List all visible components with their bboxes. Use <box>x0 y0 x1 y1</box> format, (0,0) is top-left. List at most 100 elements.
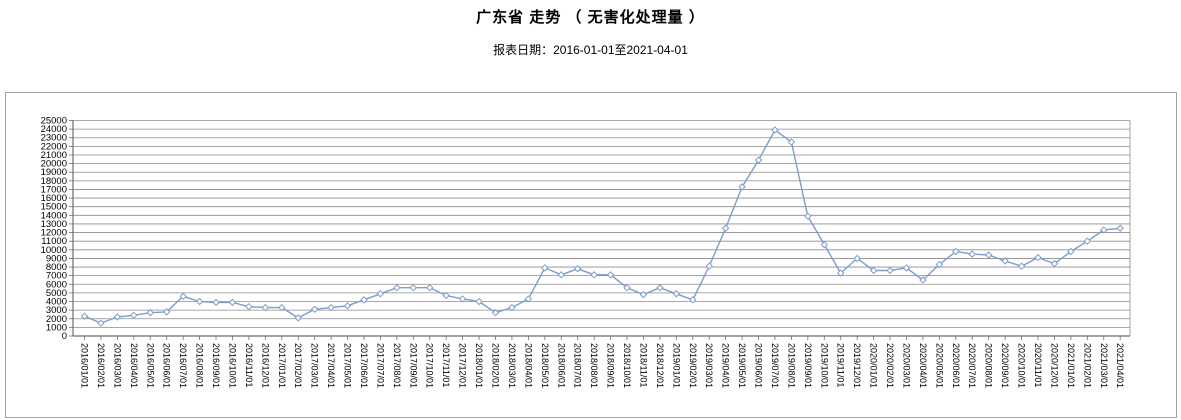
x-tick-label: 2016/02/01 <box>96 343 106 388</box>
x-tick-label: 2017/08/01 <box>392 343 402 388</box>
data-point-marker <box>902 264 911 272</box>
x-tick-label: 2019/03/01 <box>704 343 714 388</box>
data-point-marker <box>935 260 944 269</box>
y-tick-label: 13000 <box>41 219 67 230</box>
data-point-marker <box>1034 253 1042 262</box>
data-point-marker <box>820 240 828 249</box>
data-point-marker <box>639 290 648 299</box>
x-tick-label: 2017/05/01 <box>343 343 353 388</box>
data-point-marker <box>984 251 993 259</box>
data-point-marker <box>179 292 187 301</box>
data-point-marker <box>689 296 697 304</box>
data-point-marker <box>491 309 500 317</box>
x-tick-label: 2016/05/01 <box>145 343 155 388</box>
x-tick-label: 2020/06/01 <box>951 343 961 388</box>
x-tick-label: 2017/04/01 <box>326 343 336 388</box>
x-tick-label: 2016/12/01 <box>260 343 270 388</box>
y-tick-label: 6000 <box>46 279 67 290</box>
y-tick-label: 7000 <box>46 271 67 282</box>
data-point-marker <box>245 302 253 311</box>
data-point-marker <box>393 284 401 292</box>
data-point-marker <box>869 266 878 275</box>
data-point-marker <box>327 303 335 312</box>
y-tick-label: 23000 <box>41 133 67 144</box>
data-point-marker <box>458 295 467 303</box>
y-tick-label: 3000 <box>46 305 67 316</box>
data-point-marker <box>968 250 976 258</box>
data-point-marker <box>343 302 352 310</box>
data-point-marker <box>80 312 89 320</box>
x-tick-label: 2017/06/01 <box>359 343 369 388</box>
x-tick-label: 2020/05/01 <box>934 343 944 388</box>
series-line <box>84 129 1121 324</box>
x-tick-label: 2021/03/01 <box>1099 343 1109 388</box>
chart-title: 广东省 走势 （ 无害化处理量 ） <box>476 9 705 26</box>
data-point-marker <box>886 266 894 275</box>
data-point-marker <box>261 303 270 312</box>
y-tick-label: 12000 <box>41 228 67 239</box>
x-tick-label: 2018/08/01 <box>589 343 599 388</box>
data-point-marker <box>524 295 533 303</box>
data-point-marker <box>1017 262 1026 270</box>
x-tick-label: 2017/07/01 <box>375 343 385 388</box>
x-tick-label: 2019/10/01 <box>819 343 829 388</box>
data-point-marker <box>754 156 763 164</box>
data-point-marker <box>1067 247 1075 256</box>
data-point-marker <box>771 126 779 134</box>
y-tick-label: 18000 <box>41 176 67 187</box>
y-tick-label: 22000 <box>41 141 67 152</box>
data-point-marker <box>442 291 450 300</box>
x-tick-label: 2018/12/01 <box>655 343 665 388</box>
x-tick-label: 2019/09/01 <box>803 343 813 388</box>
x-tick-label: 2016/11/01 <box>244 343 254 387</box>
data-point-marker <box>228 298 237 307</box>
data-point-marker <box>721 224 730 232</box>
data-point-marker <box>672 290 681 298</box>
x-tick-label: 2018/03/01 <box>507 343 517 388</box>
y-tick-label: 11000 <box>41 236 67 247</box>
y-tick-label: 21000 <box>41 150 67 161</box>
data-point-marker <box>278 303 286 312</box>
x-tick-label: 2016/01/01 <box>80 343 90 388</box>
x-tick-label: 2021/04/01 <box>1115 343 1125 388</box>
data-point-marker <box>606 271 615 279</box>
x-tick-label: 2016/10/01 <box>227 343 237 388</box>
x-tick-label: 2019/08/01 <box>786 343 796 388</box>
x-tick-label: 2019/06/01 <box>754 343 764 388</box>
y-tick-label: 2000 <box>46 314 67 325</box>
x-tick-label: 2018/10/01 <box>622 343 632 388</box>
data-point-marker <box>146 309 154 317</box>
x-tick-label: 2020/09/01 <box>1000 343 1010 388</box>
data-point-marker <box>837 269 845 277</box>
data-point-marker <box>162 308 171 316</box>
x-tick-label: 2018/04/01 <box>523 343 533 388</box>
x-tick-label: 2017/12/01 <box>458 343 468 388</box>
data-point-marker <box>113 313 122 321</box>
data-point-marker <box>212 298 220 307</box>
chart-subtitle: 报表日期：2016-01-01至2021-04-01 <box>493 43 688 57</box>
x-tick-label: 2019/05/01 <box>737 343 747 388</box>
y-tick-label: 20000 <box>41 159 67 170</box>
y-tick-label: 15000 <box>41 202 67 213</box>
chart-outer-border <box>5 92 1177 418</box>
x-tick-label: 2019/07/01 <box>770 343 780 388</box>
y-tick-label: 19000 <box>41 167 67 178</box>
x-tick-label: 2019/11/01 <box>836 343 846 387</box>
x-tick-label: 2017/09/01 <box>408 343 418 388</box>
x-tick-label: 2017/03/01 <box>310 343 320 388</box>
y-tick-label: 14000 <box>41 210 67 221</box>
data-point-marker <box>1001 257 1009 265</box>
x-tick-label: 2020/07/01 <box>967 343 977 388</box>
data-point-marker <box>590 271 598 279</box>
y-tick-label: 24000 <box>41 124 67 135</box>
x-tick-label: 2016/08/01 <box>195 343 205 388</box>
x-tick-label: 2019/04/01 <box>721 343 731 388</box>
y-tick-label: 17000 <box>41 184 67 195</box>
x-tick-label: 2020/12/01 <box>1049 343 1059 388</box>
x-tick-label: 2017/11/01 <box>441 343 451 387</box>
y-tick-label: 9000 <box>46 253 67 264</box>
data-point-marker <box>952 247 960 256</box>
x-tick-label: 2018/01/01 <box>474 343 484 388</box>
x-tick-label: 2018/05/01 <box>540 343 550 388</box>
x-tick-label: 2017/10/01 <box>425 343 435 388</box>
